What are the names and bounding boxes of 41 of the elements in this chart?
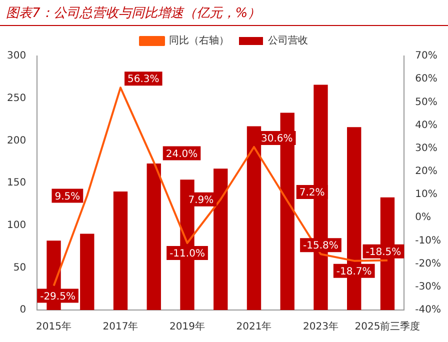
y-tick-label: 200 [6, 135, 26, 146]
data-label: -15.8% [303, 240, 338, 252]
chart-title: 图表7：公司总营收与同比增速（亿元，%） [0, 0, 448, 26]
y-tick-label: 250 [6, 92, 26, 104]
bar [146, 164, 161, 310]
data-label: 7.2% [299, 188, 325, 199]
y2-tick-label: 60% [415, 74, 438, 85]
data-label: 56.3% [128, 74, 160, 86]
y2-tick-label: -20% [415, 258, 442, 270]
x-tick-label: 2023年 [303, 320, 338, 333]
bar [113, 191, 128, 310]
y2-tick-label: 20% [415, 166, 438, 178]
data-label: -11.0% [170, 248, 205, 260]
x-tick-label: 2021年 [236, 320, 272, 333]
data-label: -18.7% [336, 266, 372, 278]
y2-tick-label: 40% [415, 120, 438, 131]
data-label: 30.6% [260, 134, 293, 145]
data-label: 7.9% [188, 194, 214, 206]
y2-tick-label: 0% [415, 212, 432, 224]
data-label: 24.0% [166, 148, 198, 160]
x-tick-label: 2017年 [102, 320, 138, 333]
x-tick-label: 2019年 [170, 320, 205, 333]
legend-label: 公司营收 [268, 34, 308, 47]
y2-tick-label: -40% [415, 304, 442, 316]
y-tick-label: 300 [6, 50, 26, 62]
legend-label: 同比（右轴） [169, 34, 229, 47]
y2-tick-label: -30% [415, 282, 442, 293]
data-label: -18.5% [366, 246, 402, 258]
data-label: 9.5% [54, 191, 80, 202]
y2-tick-label: -10% [415, 235, 442, 246]
y-tick-label: 100 [6, 220, 26, 231]
y2-tick-label: 70% [415, 50, 438, 62]
y2-tick-label: 10% [415, 189, 438, 200]
y-tick-label: 150 [6, 178, 26, 189]
y2-tick-label: 50% [415, 96, 438, 108]
y-tick-label: 0 [20, 304, 26, 316]
y2-tick-label: 30% [415, 142, 438, 154]
data-label: -29.5% [40, 291, 76, 302]
x-tick-label: 2025前三季度 [354, 320, 420, 333]
x-tick-label: 2015年 [36, 320, 72, 333]
y-tick-label: 50 [13, 262, 26, 274]
